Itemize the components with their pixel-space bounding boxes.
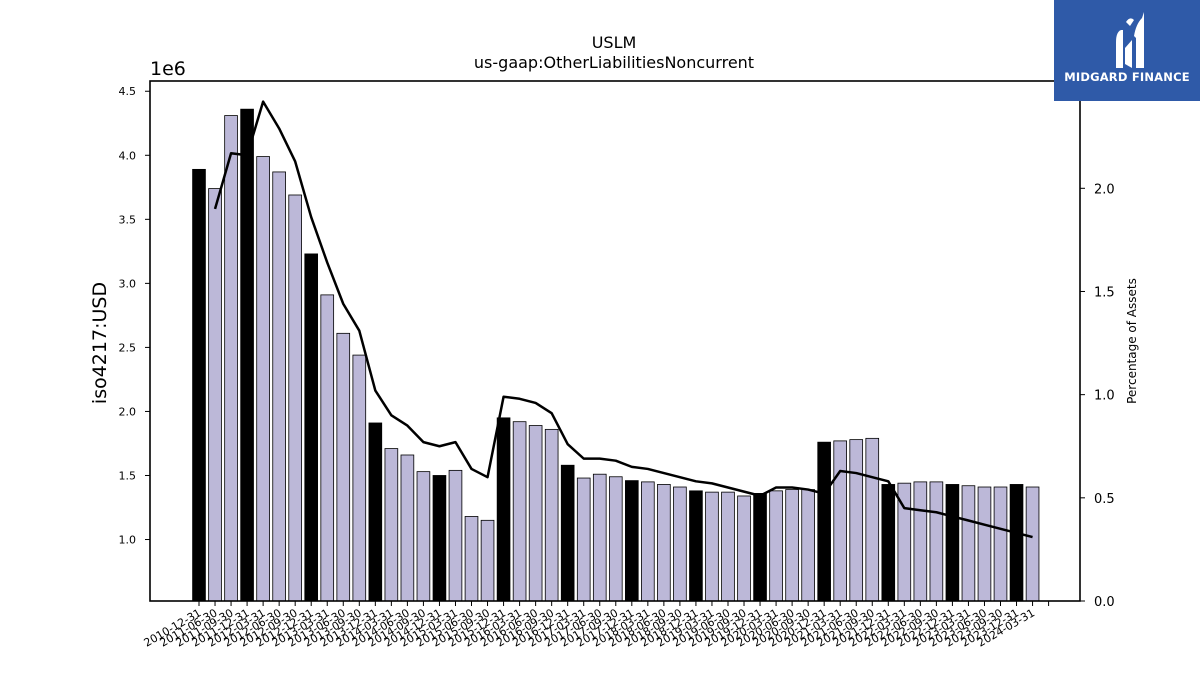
bar	[689, 490, 703, 602]
bar	[977, 486, 992, 602]
bar	[576, 477, 591, 602]
bar	[705, 491, 719, 602]
bar	[208, 188, 222, 602]
logo-mark-icon	[1116, 12, 1144, 68]
bar	[384, 448, 399, 602]
y-offset-text: 1e6	[150, 58, 186, 80]
bar	[432, 475, 447, 602]
bar	[336, 332, 351, 602]
bar	[272, 171, 286, 602]
bar	[801, 489, 815, 602]
bar	[560, 464, 575, 602]
y-tick-label: 3.5	[119, 213, 137, 226]
logo-text: MIDGARD FINANCE	[1064, 70, 1190, 84]
bar	[737, 495, 751, 602]
bar	[512, 421, 527, 602]
y-tick-label: 3.0	[119, 277, 137, 290]
bar	[945, 484, 960, 602]
bar	[304, 253, 319, 602]
percentage-line	[213, 100, 1033, 539]
bar	[496, 417, 511, 602]
bar	[865, 437, 880, 602]
y2-axis-label: Percentage of Assets	[1125, 278, 1139, 404]
bar	[400, 454, 415, 602]
bar	[192, 168, 206, 602]
midgard-finance-logo: MIDGARD FINANCE	[1054, 0, 1200, 101]
y2-tick-label: 2.0	[1094, 182, 1115, 197]
y-tick-label: 1.0	[119, 534, 137, 547]
bar	[416, 471, 431, 602]
bar	[592, 473, 607, 602]
bar	[657, 484, 671, 602]
bar	[913, 481, 928, 602]
bar	[256, 156, 270, 602]
y2-tick-label: 0.0	[1094, 595, 1115, 610]
bar	[544, 428, 559, 602]
bar	[961, 485, 976, 602]
bar	[464, 516, 479, 602]
bar	[608, 476, 623, 602]
bar	[1009, 484, 1024, 602]
y-tick-label: 2.5	[119, 341, 137, 354]
y-axis-label: iso4217:USD	[89, 282, 111, 404]
bar	[1025, 486, 1040, 602]
chart-subtitle: us-gaap:OtherLiabilitiesNoncurrent	[474, 53, 754, 72]
bar	[320, 294, 335, 602]
y2-tick-label: 0.5	[1094, 492, 1115, 507]
bar	[641, 481, 655, 602]
plot-frame	[149, 80, 1081, 602]
bar	[881, 484, 896, 602]
bar	[673, 486, 687, 602]
bar	[849, 439, 864, 602]
bar	[769, 490, 783, 602]
y-tick-label: 2.0	[119, 405, 137, 418]
y-tick-label: 1.5	[119, 469, 137, 482]
bar	[993, 486, 1008, 602]
bar	[817, 441, 831, 602]
chart-title: USLM	[592, 33, 637, 52]
bar	[448, 469, 463, 602]
bar	[224, 115, 238, 602]
bar	[480, 519, 495, 602]
bar	[528, 425, 543, 602]
bar	[352, 354, 367, 602]
bar	[625, 480, 639, 602]
bar	[929, 481, 944, 602]
bar	[833, 440, 847, 602]
y-tick-label: 4.5	[119, 85, 137, 98]
y-tick-label: 4.0	[119, 149, 137, 162]
bar	[368, 422, 383, 602]
y2-tick-label: 1.0	[1094, 389, 1115, 404]
bar	[785, 489, 799, 602]
y2-tick-label: 1.5	[1094, 285, 1115, 300]
bar	[288, 194, 302, 602]
bar	[240, 108, 254, 602]
bar	[753, 493, 767, 602]
bar	[721, 491, 735, 602]
